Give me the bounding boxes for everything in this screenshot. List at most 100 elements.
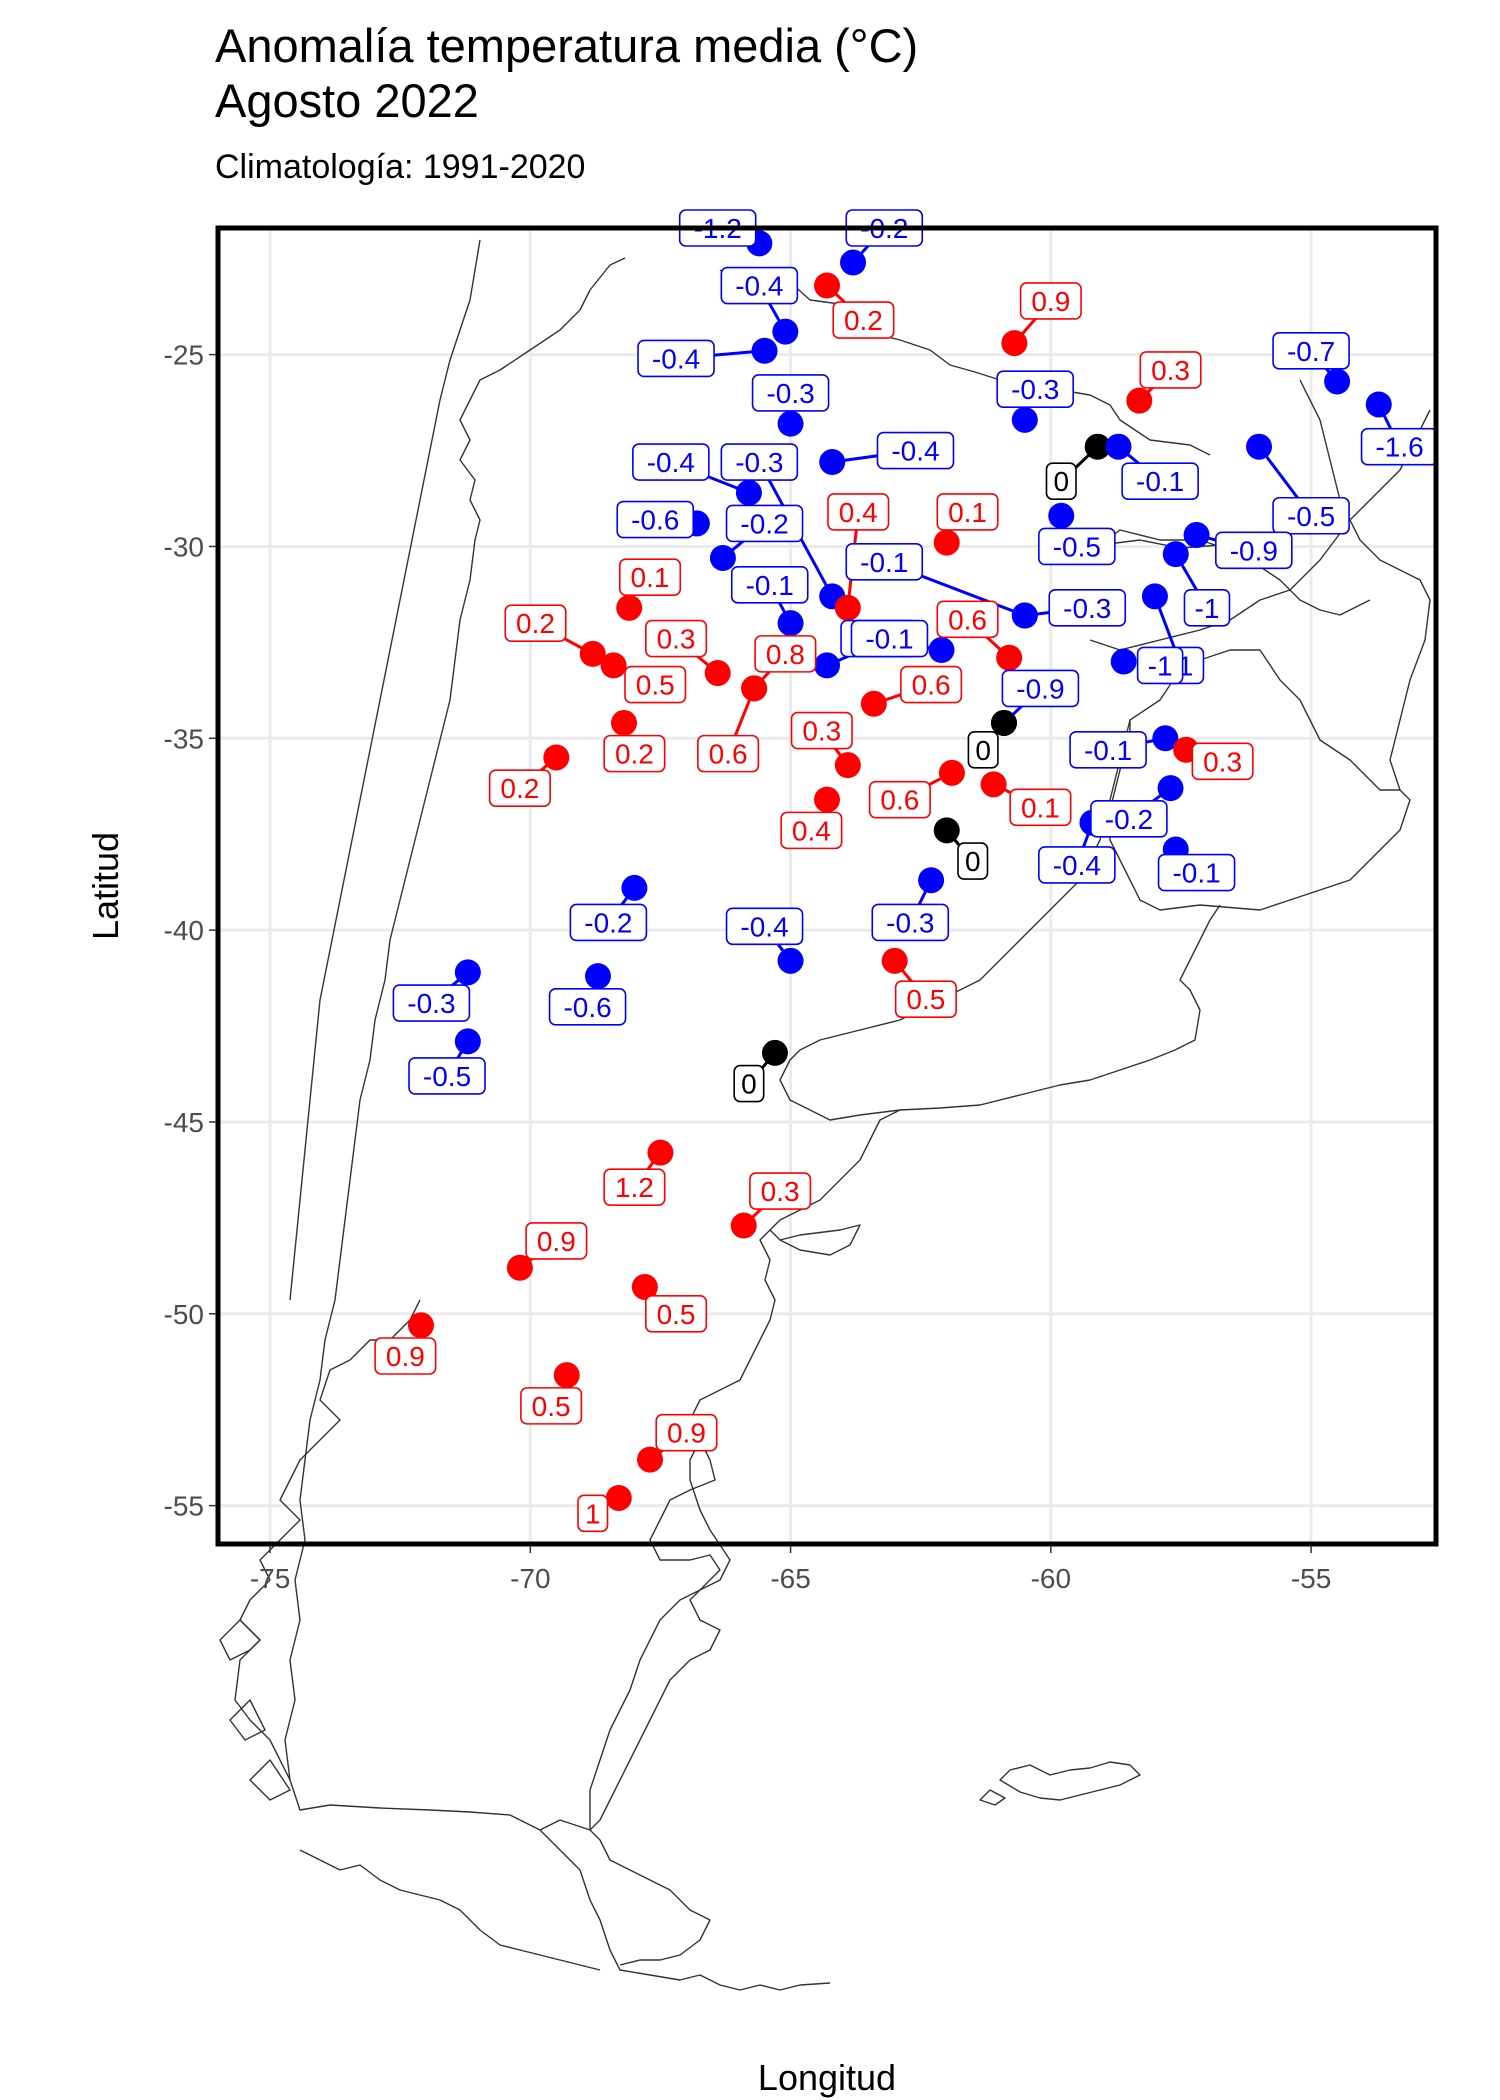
label-box <box>832 301 895 339</box>
label-value: -0.1 <box>860 547 908 578</box>
x-axis-ticks: -75 -70 -65 -60 -55 <box>250 1546 1331 1594</box>
station-label: 1 <box>577 1494 609 1533</box>
station-points <box>408 230 1392 1511</box>
label-box <box>900 665 963 704</box>
station-point <box>1126 387 1153 414</box>
label-value: 0.3 <box>761 1176 800 1207</box>
station-label: 0.9 <box>1019 282 1082 320</box>
label-box <box>845 542 924 581</box>
station-label: 0.5 <box>894 980 957 1018</box>
label-box <box>725 907 804 946</box>
station-point <box>1157 775 1184 802</box>
station-point <box>814 272 840 299</box>
label-value: 0.9 <box>386 1341 425 1372</box>
label-box <box>488 769 551 807</box>
y-axis-ticks: -25 -30 -35 -40 -45 -50 -55 <box>164 340 216 1522</box>
label-value: -0.5 <box>1053 531 1101 562</box>
station-point <box>933 529 960 556</box>
label-box <box>754 635 817 673</box>
label-value: 0 <box>975 735 991 766</box>
label-value: 1.2 <box>615 1172 654 1203</box>
label-box <box>733 1064 765 1103</box>
station-label: -0.4 <box>876 431 955 470</box>
station-label: 0.6 <box>936 600 999 639</box>
label-value: -0.3 <box>735 447 783 478</box>
label-box <box>645 619 708 658</box>
station-label: 0.1 <box>618 558 682 596</box>
chart-title-period: Agosto 2022 <box>215 74 479 127</box>
station-point <box>860 690 887 717</box>
label-box <box>876 431 955 470</box>
station-point <box>1183 521 1210 548</box>
label-value: -0.9 <box>1230 535 1278 566</box>
station-point <box>543 744 570 771</box>
label-box <box>624 665 687 704</box>
border-brazil-south <box>1299 379 1431 791</box>
label-value: -0.2 <box>1105 804 1153 835</box>
station-label: -0.1 <box>1069 730 1147 769</box>
y-tick-label: -40 <box>164 915 204 946</box>
coastline-north-chile <box>289 239 481 1301</box>
station-label: -1.6 <box>1360 427 1439 466</box>
station-label: -0.5 <box>1272 496 1350 535</box>
label-value: 0 <box>741 1069 757 1100</box>
label-value: 0.1 <box>631 562 670 593</box>
station-point <box>735 479 762 506</box>
label-box <box>392 984 471 1022</box>
label-value: 0.6 <box>912 670 951 701</box>
x-tick-label: -70 <box>510 1563 550 1594</box>
label-value: -0.7 <box>1287 336 1335 367</box>
station-label: 0.9 <box>374 1337 437 1375</box>
station-point <box>1246 433 1273 460</box>
station-point <box>1105 433 1132 460</box>
station-point <box>454 1028 481 1055</box>
label-value: 0.2 <box>844 305 883 336</box>
label-value: -1 <box>1148 650 1173 681</box>
station-label: -1 <box>1183 589 1231 627</box>
y-tick-label: -30 <box>164 531 204 562</box>
label-box <box>1136 646 1184 685</box>
station-label: 0.9 <box>655 1413 718 1452</box>
label-value: -0.4 <box>891 436 939 467</box>
station-point <box>600 652 627 679</box>
border-chile-coast <box>234 1299 421 1781</box>
station-label: 0.5 <box>520 1387 583 1425</box>
station-labels: -1.2 -0.20.2-0.4-0.40.90.3-0.7-1.6-0.3 -0.… <box>374 209 1439 1533</box>
station-point <box>647 1139 674 1166</box>
station-point <box>621 874 648 901</box>
station-label: -1 <box>1136 646 1184 685</box>
label-value: 0.9 <box>537 1226 576 1257</box>
label-leader-lines <box>430 226 1401 1461</box>
station-point <box>777 410 804 437</box>
station-label: -0.4 <box>637 339 715 378</box>
station-point <box>1084 433 1111 460</box>
station-label: -0.2 <box>569 903 648 942</box>
station-point <box>918 867 945 894</box>
station-label: 0.3 <box>1191 742 1254 781</box>
label-box <box>655 1413 718 1452</box>
label-value: 0.6 <box>880 785 919 816</box>
label-value: -1.6 <box>1375 432 1423 463</box>
station-point <box>506 1254 533 1281</box>
station-point <box>1110 648 1137 675</box>
station-label: -0.1 <box>730 566 809 604</box>
label-value: -0.1 <box>865 624 913 655</box>
label-value: -0.5 <box>1287 501 1335 532</box>
station-point <box>996 644 1023 671</box>
label-value: 0.2 <box>615 739 654 770</box>
label-box <box>603 734 666 773</box>
label-box <box>780 811 843 850</box>
station-point <box>814 652 840 679</box>
station-point <box>834 594 861 621</box>
station-point <box>1152 725 1179 752</box>
label-box <box>632 443 710 481</box>
label-value: -1 <box>1195 593 1220 624</box>
label-value: -0.1 <box>746 570 794 601</box>
border-uruguay <box>1109 649 1411 911</box>
title-block: Anomalía temperatura media (°C) Agosto 2… <box>215 18 918 187</box>
label-box <box>790 711 853 750</box>
station-label: 0.6 <box>697 734 760 773</box>
islands-malvinas <box>979 1761 1141 1806</box>
label-value: -0.1 <box>1136 466 1184 497</box>
station-label: -0.9 <box>1215 531 1293 570</box>
